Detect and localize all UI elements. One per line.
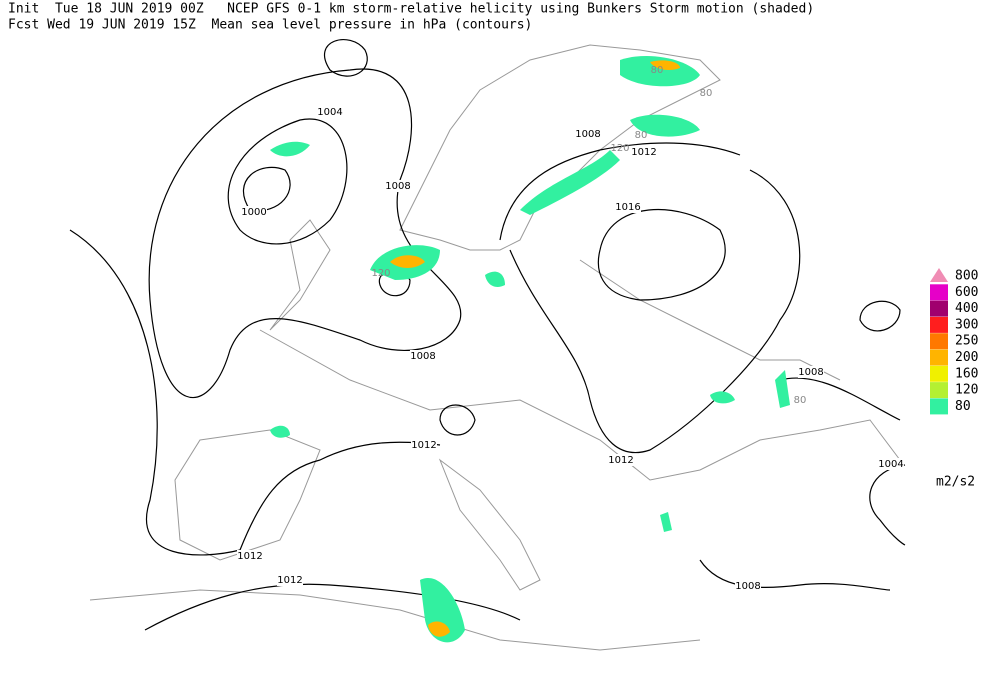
legend-swatch — [930, 365, 948, 382]
isobar-label: 1012 — [237, 551, 262, 562]
isobar-label: 1016 — [615, 202, 640, 213]
legend-swatch — [930, 398, 948, 415]
shading-label: 80 — [794, 395, 807, 406]
isobars — [69, 39, 906, 631]
isobar-label-bg — [735, 580, 761, 592]
coastlines — [89, 44, 901, 651]
isobar-label: 1008 — [385, 181, 410, 192]
isobar-label-bg — [410, 350, 436, 362]
isobar-label: 1008 — [798, 367, 823, 378]
helicity-shading — [270, 55, 790, 643]
isobar-label-bg — [277, 574, 303, 586]
legend-swatch — [930, 333, 948, 350]
isobar-label: 1012 — [631, 147, 656, 158]
isobar-label: 1000 — [241, 207, 266, 218]
labels: 1004 1008 1000 1008 1012 1012 1012 1012 1008 1012… — [237, 65, 904, 592]
isobar-label-bg — [878, 458, 904, 470]
isobar-label-bg — [798, 366, 824, 378]
isobar-label: 1008 — [735, 581, 760, 592]
isobar-label-bg — [241, 206, 267, 218]
isobar-label-bg — [317, 106, 343, 118]
shading-label: 80 — [651, 65, 664, 76]
legend-swatch — [930, 268, 948, 282]
legend-label: 200 — [955, 350, 978, 365]
isobar-label: 1004 — [317, 107, 342, 118]
isobar-label: 1012 — [277, 575, 302, 586]
legend-label: 800 — [955, 269, 978, 284]
shading-label: 120 — [371, 268, 390, 279]
header-line: Fcst Wed 19 JUN 2019 15Z Mean sea level … — [8, 18, 532, 33]
isobar-label-bg — [615, 201, 641, 213]
isobar-label-bg — [631, 146, 657, 158]
isobar-label-bg — [411, 439, 437, 451]
isobar-label-bg — [385, 180, 411, 192]
legend-unit: m2/s2 — [936, 475, 975, 490]
isobar-label: 1008 — [575, 129, 600, 140]
legend-label: 300 — [955, 317, 978, 332]
legend-swatch — [930, 316, 948, 333]
isobar-label-bg — [237, 550, 263, 562]
isobar-label: 1004 — [878, 459, 903, 470]
isobar-label-bg — [575, 128, 601, 140]
header-line: Init Tue 18 JUN 2019 00Z NCEP GFS 0-1 km… — [8, 2, 814, 17]
legend-swatch — [930, 284, 948, 301]
isobar-label: 1012 — [411, 440, 436, 451]
legend-label: 600 — [955, 285, 978, 300]
legend-swatch — [930, 349, 948, 366]
isobar-label-bg — [608, 454, 634, 466]
legend-swatch — [930, 300, 948, 317]
legend-label: 400 — [955, 301, 978, 316]
legend-label: 250 — [955, 334, 978, 349]
legend-label: 80 — [955, 399, 971, 414]
legend-swatch — [930, 382, 948, 399]
isobar-label: 1012 — [608, 455, 633, 466]
shading-label: 80 — [700, 88, 713, 99]
legend-label: 120 — [955, 383, 978, 398]
legend-label: 160 — [955, 366, 978, 381]
isobar-label: 1008 — [410, 351, 435, 362]
shading-label: 80 — [635, 130, 648, 141]
shading-label: 120 — [610, 143, 629, 154]
